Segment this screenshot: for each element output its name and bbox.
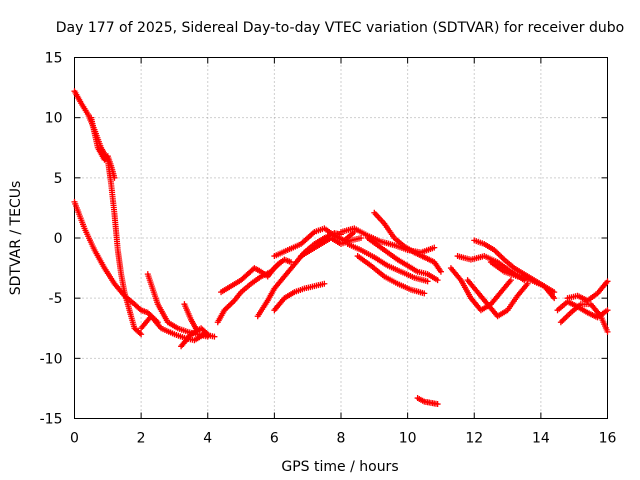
y-tick-label: 0 bbox=[54, 231, 63, 247]
data-point bbox=[495, 251, 502, 258]
data-point bbox=[507, 277, 514, 284]
data-point bbox=[563, 313, 570, 320]
data-point bbox=[557, 319, 564, 326]
data-point bbox=[562, 315, 569, 322]
x-axis-label: GPS time / hours bbox=[281, 459, 398, 475]
y-tick-label: -5 bbox=[49, 291, 63, 307]
series-track-v bbox=[464, 277, 531, 320]
series-track-w bbox=[471, 237, 558, 296]
y-axis-label: SDTVAR / TECUs bbox=[8, 181, 24, 296]
data-point bbox=[204, 331, 211, 338]
data-point bbox=[437, 268, 444, 275]
data-point bbox=[499, 255, 506, 262]
series-track-c bbox=[71, 198, 161, 326]
series-track-q bbox=[364, 235, 441, 284]
x-tick-label: 6 bbox=[270, 431, 279, 447]
series-track-u bbox=[447, 265, 514, 314]
x-tick-label: 10 bbox=[399, 431, 417, 447]
x-tick-label: 0 bbox=[70, 431, 79, 447]
data-point bbox=[604, 307, 611, 314]
data-point bbox=[431, 244, 438, 251]
data-point bbox=[229, 298, 236, 305]
data-point bbox=[565, 312, 572, 319]
series-track-e bbox=[144, 271, 211, 340]
data-point bbox=[288, 259, 295, 266]
x-tick-label: 12 bbox=[465, 431, 483, 447]
data-point bbox=[111, 174, 118, 181]
series-track-aa bbox=[564, 278, 611, 304]
data-point bbox=[194, 328, 201, 335]
x-tick-label: 14 bbox=[532, 431, 550, 447]
data-points bbox=[71, 88, 611, 408]
data-point bbox=[421, 290, 428, 297]
data-point bbox=[496, 252, 503, 259]
data-point bbox=[498, 253, 505, 260]
x-tick-label: 4 bbox=[203, 431, 212, 447]
series-track-b bbox=[88, 114, 118, 181]
series-track-o bbox=[344, 241, 431, 285]
series-track-p bbox=[354, 253, 428, 297]
data-point bbox=[604, 278, 611, 285]
data-point bbox=[203, 330, 210, 337]
x-tick-label: 16 bbox=[599, 431, 617, 447]
data-point bbox=[434, 277, 441, 284]
y-tick-label: 15 bbox=[45, 51, 63, 67]
plot-frame bbox=[74, 57, 608, 419]
y-tick-label: -10 bbox=[40, 351, 63, 367]
tick-labels: 0 2 4 6 8 10 12 14 16 15 10 5 0 -5 -10 -15 bbox=[40, 51, 617, 447]
chart-title: Day 177 of 2025, Sidereal Day-to-day VTE… bbox=[56, 20, 624, 36]
series-track-r bbox=[371, 209, 444, 275]
data-point bbox=[357, 235, 364, 241]
series-track-x bbox=[487, 259, 558, 302]
data-point bbox=[424, 278, 431, 285]
data-point bbox=[434, 401, 441, 408]
data-point bbox=[278, 259, 285, 266]
series-track-l bbox=[271, 225, 358, 260]
data-point bbox=[228, 300, 235, 307]
series-track-z bbox=[557, 301, 611, 335]
series-track-s bbox=[414, 395, 441, 408]
series-track-i bbox=[218, 259, 285, 296]
data-point bbox=[560, 316, 567, 323]
data-point bbox=[227, 301, 234, 308]
data-point bbox=[551, 295, 558, 302]
data-point bbox=[604, 328, 611, 335]
x-tick-label: 2 bbox=[137, 431, 146, 447]
data-point bbox=[138, 331, 145, 338]
data-point bbox=[276, 260, 283, 267]
data-point bbox=[559, 317, 566, 324]
series-track-m bbox=[298, 235, 364, 260]
data-point bbox=[566, 310, 573, 317]
x-tick-label: 8 bbox=[337, 431, 346, 447]
series-track-k bbox=[271, 280, 328, 314]
data-point bbox=[224, 304, 231, 311]
data-point bbox=[136, 330, 143, 337]
y-tick-label: -15 bbox=[40, 412, 63, 428]
y-tick-label: 5 bbox=[54, 171, 63, 187]
data-point bbox=[225, 303, 232, 310]
data-point bbox=[211, 333, 218, 340]
y-tick-label: 10 bbox=[45, 111, 63, 127]
data-point bbox=[321, 280, 328, 287]
series-track-g bbox=[181, 301, 201, 335]
data-point bbox=[494, 249, 501, 256]
